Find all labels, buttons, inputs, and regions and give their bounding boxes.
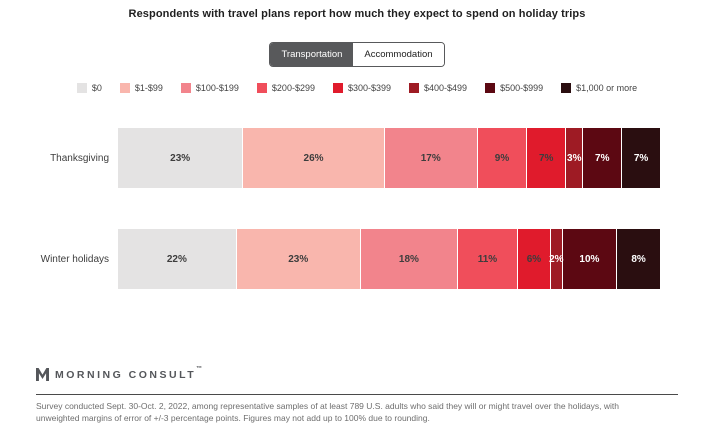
survey-note-line1: Survey conducted Sept. 30-Oct. 2, 2022, …	[36, 401, 620, 411]
trademark-mark: ™	[196, 365, 203, 372]
bar-segment: 10%	[562, 229, 618, 289]
bar-segment: 23%	[118, 128, 244, 188]
legend-label: $200-$299	[271, 83, 315, 93]
bar-segment-value: 9%	[494, 152, 510, 164]
legend-item: $1-$99	[119, 83, 163, 93]
legend-item: $100-$199	[180, 83, 239, 93]
logo-text: MORNING CONSULT™	[55, 365, 203, 381]
bar-segment-value: 7%	[595, 152, 610, 164]
footer: MORNING CONSULT™ Survey conducted Sept. …	[36, 365, 678, 425]
bar-segment: 26%	[243, 128, 385, 188]
transportation-accommodation-toggle: Transportation Accommodation	[269, 42, 445, 67]
bar-segment: 7%	[583, 128, 623, 188]
legend-item: $300-$399	[332, 83, 392, 93]
bar-segment: 8%	[617, 229, 660, 289]
legend-label: $1-$99	[134, 83, 163, 93]
toggle-option-accommodation[interactable]: Accommodation	[353, 43, 444, 66]
row-label: Thanksgiving	[50, 152, 109, 164]
survey-notes: Survey conducted Sept. 30-Oct. 2, 2022, …	[36, 401, 678, 425]
chart-row: Thanksgiving 23% 26% 17% 9% 7% 3% 7% 7%	[0, 128, 661, 188]
morning-consult-logo: MORNING CONSULT™	[36, 365, 678, 381]
legend-label: $300-$399	[347, 83, 392, 93]
legend-label: $500-$999	[500, 83, 544, 93]
legend: $0 $1-$99 $100-$199 $200-$299 $300-$399 $400-…	[0, 83, 714, 93]
bar-segment: 9%	[477, 128, 528, 188]
morning-consult-logo-icon	[36, 368, 49, 381]
bar-segment-value: 17%	[420, 152, 441, 164]
legend-swatch-icon	[76, 83, 87, 93]
legend-swatch-icon	[332, 83, 343, 93]
legend-swatch-icon	[409, 83, 420, 93]
bar-segment-value: 11%	[477, 253, 498, 265]
bar-segment-value: 26%	[303, 152, 324, 164]
bar-segment: 17%	[384, 128, 478, 188]
legend-label: $100-$199	[195, 83, 239, 93]
bar-segment-value: 7%	[539, 152, 554, 164]
bar-segment-value: 7%	[633, 152, 649, 164]
legend-label: $0	[91, 83, 102, 93]
bar-segment: 11%	[458, 229, 518, 289]
row-label: Winter holidays	[40, 253, 109, 265]
bar-segment: 6%	[517, 229, 551, 289]
bar-segment-value: 8%	[631, 253, 646, 265]
bar-segment: 7%	[622, 128, 661, 188]
chart-row: Winter holidays 22% 23% 18% 11% 6% 2% 10% 8%	[0, 229, 660, 289]
bar-segment-value: 2%	[549, 253, 564, 265]
survey-note-line2: unweighted margins of error of +/-3 perc…	[36, 412, 430, 423]
bar-segment-value: 3%	[567, 152, 582, 164]
legend-swatch-icon	[119, 83, 130, 93]
toggle-wrap: Transportation Accommodation	[0, 42, 714, 67]
legend-swatch-icon	[180, 83, 191, 93]
stacked-bar-chart: Thanksgiving 23% 26% 17% 9% 7% 3% 7% 7% Winter ho…	[0, 128, 714, 289]
bar-segment: 2%	[549, 229, 564, 289]
footer-divider	[36, 394, 678, 395]
bar-segment-value: 10%	[579, 253, 600, 265]
legend-swatch-icon	[485, 83, 496, 93]
stacked-bar: 23% 26% 17% 9% 7% 3% 7% 7%	[118, 128, 661, 188]
legend-label: $400-$499	[424, 83, 468, 93]
bar-segment-value: 23%	[288, 253, 309, 265]
page: Respondents with travel plans report how…	[0, 8, 714, 425]
bar-segment: 18%	[360, 229, 459, 289]
legend-item: $500-$999	[485, 83, 543, 93]
legend-item: $0	[76, 83, 102, 93]
legend-label: $1,000 or more	[576, 83, 638, 93]
bar-segment-value: 18%	[398, 253, 419, 265]
legend-item: $400-$499	[409, 83, 467, 93]
legend-swatch-icon	[256, 83, 267, 93]
bar-segment-value: 23%	[170, 152, 191, 164]
bar-segment-value: 22%	[166, 253, 187, 265]
bar-segment: 22%	[118, 229, 237, 289]
bar-segment-value: 6%	[526, 253, 542, 265]
page-title: Respondents with travel plans report how…	[128, 8, 586, 20]
bar-segment: 23%	[236, 229, 361, 289]
bar-segment: 7%	[527, 128, 567, 188]
stacked-bar: 22% 23% 18% 11% 6% 2% 10% 8%	[118, 229, 660, 289]
toggle-option-transportation[interactable]: Transportation	[270, 43, 354, 66]
legend-item: $200-$299	[256, 83, 315, 93]
legend-item: $1,000 or more	[561, 83, 637, 93]
bar-segment: 3%	[566, 128, 584, 188]
legend-swatch-icon	[561, 83, 572, 93]
